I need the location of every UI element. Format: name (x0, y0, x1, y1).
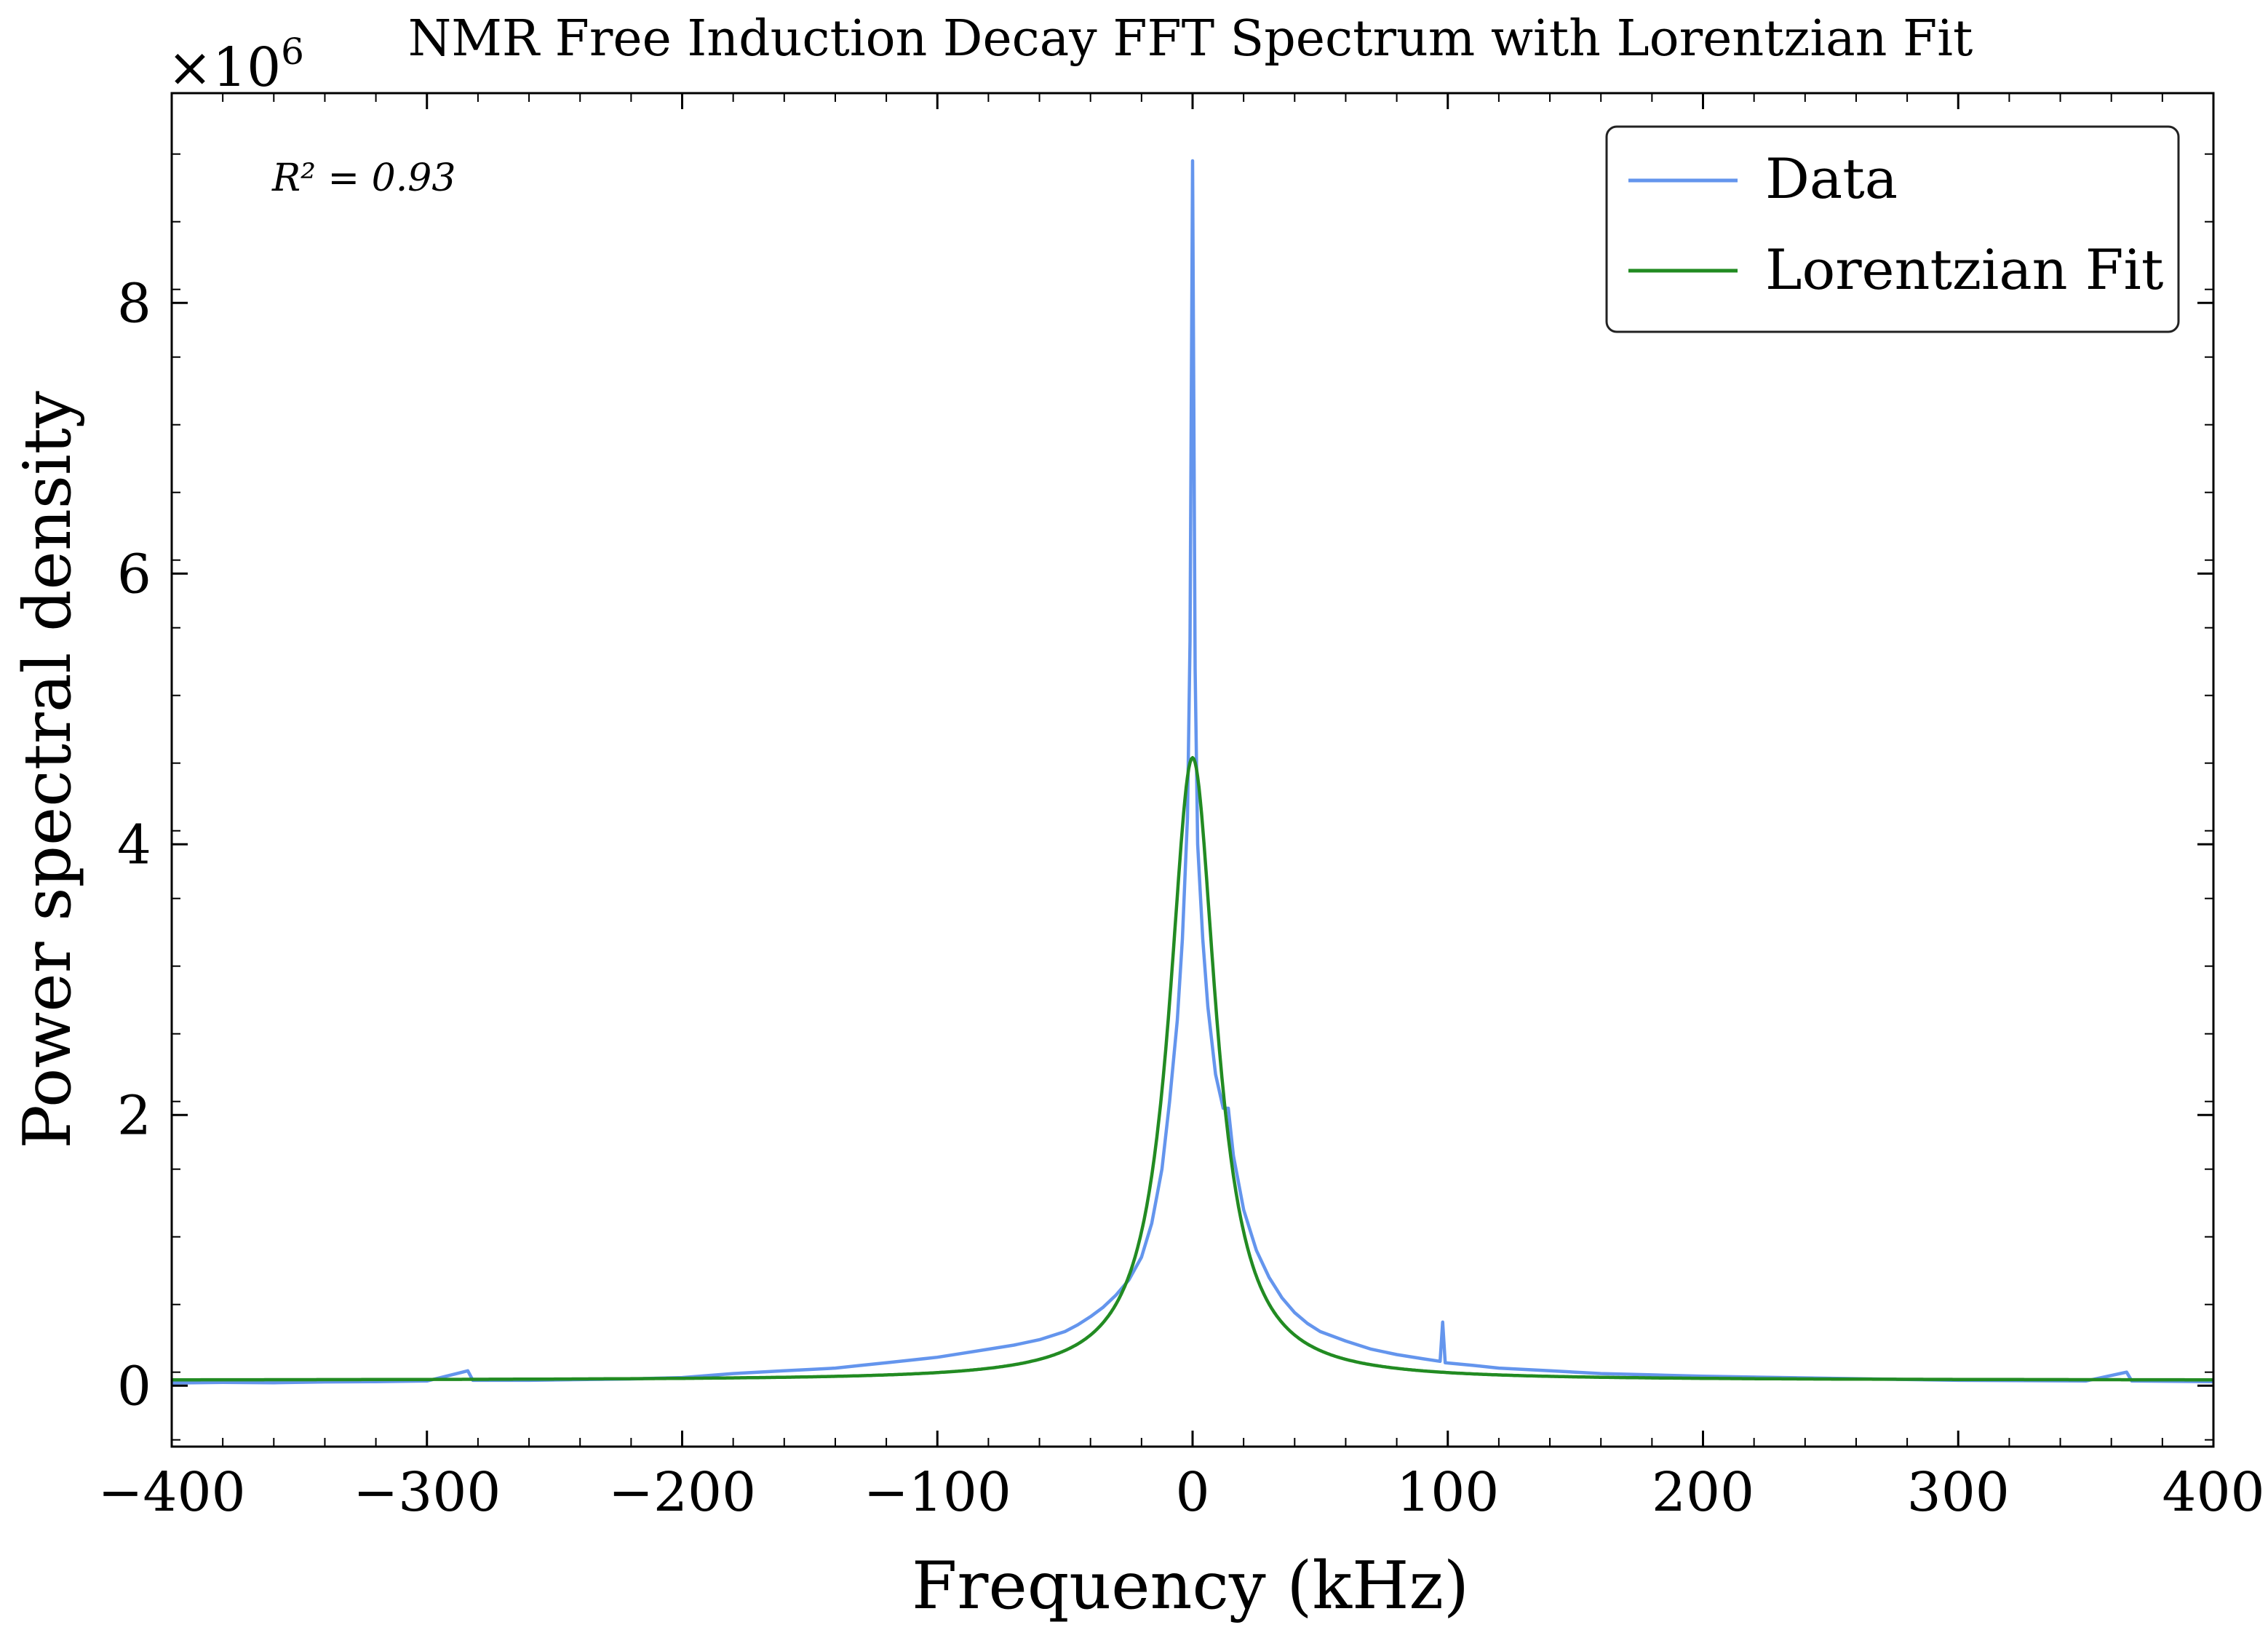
y-tick-label: 4 (117, 814, 151, 876)
series-line-data (172, 159, 2213, 1385)
y-axis: 0 2 4 6 8 (117, 153, 2213, 1441)
x-tick-label: 400 (2162, 1461, 2264, 1524)
x-tick-label: −200 (608, 1461, 756, 1524)
series-line-lorentzian-fit (172, 756, 2213, 1382)
y-axis-label: Power spectral density (9, 391, 86, 1149)
x-tick-label: 0 (1175, 1461, 1209, 1524)
legend-label-lorentzian-fit: Lorentzian Fit (1765, 237, 2163, 302)
x-tick-label: −400 (98, 1461, 245, 1524)
y-axis-multiplier: ×106 (167, 31, 304, 99)
r-squared-annotation: R² = 0.93 (271, 156, 455, 200)
y-tick-label: 8 (117, 272, 151, 335)
x-tick-label: 300 (1907, 1461, 2010, 1524)
x-tick-label: 200 (1652, 1461, 1754, 1524)
x-axis-label: Frequency (kHz) (912, 1548, 1469, 1624)
y-tick-label: 0 (117, 1355, 151, 1418)
x-tick-label: 100 (1396, 1461, 1499, 1524)
chart-title: NMR Free Induction Decay FFT Spectrum wi… (408, 10, 1973, 68)
legend-label-data: Data (1765, 146, 1898, 211)
x-tick-label: −300 (353, 1461, 501, 1524)
x-tick-label: −100 (864, 1461, 1011, 1524)
y-tick-label: 2 (117, 1084, 151, 1147)
y-axis-multiplier-exponent: 6 (281, 31, 304, 73)
y-tick-label: 6 (117, 543, 151, 605)
legend-box (1605, 125, 2180, 333)
legend: Data Lorentzian Fit (1605, 125, 2180, 333)
x-axis: −400 −300 −200 −100 0 100 200 300 400 (98, 93, 2265, 1524)
